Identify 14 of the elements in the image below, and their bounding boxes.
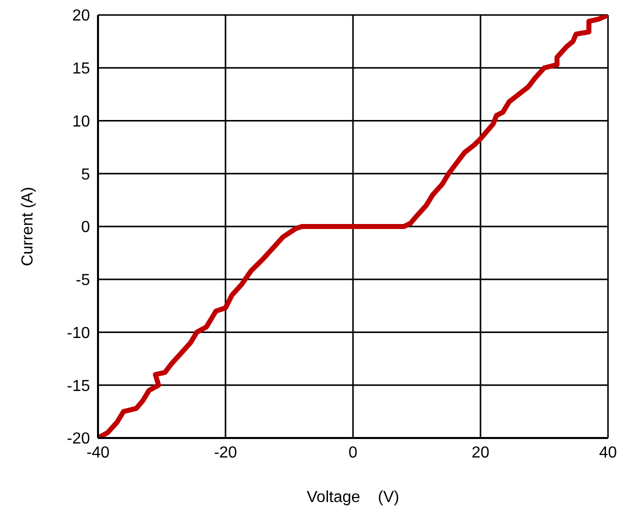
y-tick-label: 5 — [81, 166, 90, 184]
y-axis-title: Current (A) — [20, 186, 36, 266]
x-axis-title: Voltage (V) — [306, 489, 400, 506]
y-tick-label: 15 — [72, 60, 90, 78]
y-tick-label: -15 — [66, 378, 90, 395]
x-tick-label: 40 — [599, 444, 617, 462]
y-tick-label: 10 — [72, 113, 90, 130]
y-tick-label: -5 — [76, 272, 90, 290]
x-tick-label: 20 — [472, 444, 490, 462]
x-tick-label: 0 — [348, 444, 358, 462]
y-tick-label: -10 — [66, 324, 90, 342]
x-tick-label: -20 — [214, 444, 238, 462]
y-tick-label: 0 — [81, 219, 90, 236]
y-tick-label: 20 — [72, 8, 90, 25]
